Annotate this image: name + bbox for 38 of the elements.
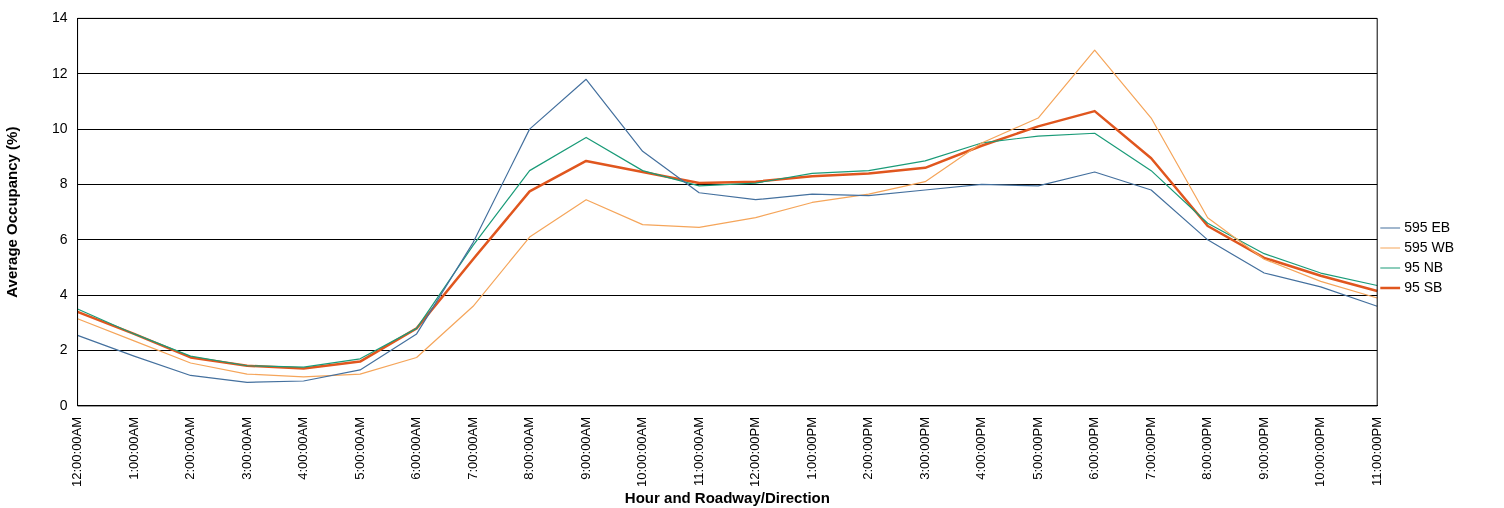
y-tick-label: 4	[59, 286, 68, 303]
legend-label: 595 EB	[1404, 218, 1451, 235]
legend-label: 95 NB	[1404, 258, 1444, 275]
x-tick-label: 8:00:00AM	[521, 416, 537, 480]
x-tick-label: 1:00:00PM	[803, 416, 819, 480]
x-tick-label: 5:00:00PM	[1029, 416, 1045, 480]
y-tick-label: 10	[51, 119, 68, 136]
x-tick-label: 12:00:00AM	[69, 416, 85, 488]
y-tick-label: 2	[59, 341, 68, 358]
x-tick-label: 11:00:00AM	[690, 416, 706, 487]
x-tick-label: 6:00:00PM	[1086, 416, 1102, 480]
x-tick-label: 4:00:00PM	[973, 416, 989, 480]
x-tick-label: 10:00:00PM	[1312, 416, 1328, 488]
x-tick-label: 10:00:00AM	[634, 416, 650, 488]
y-tick-label: 0	[59, 396, 68, 413]
x-tick-label: 9:00:00AM	[577, 416, 593, 480]
legend-label: 595 WB	[1404, 238, 1455, 255]
y-tick-label: 8	[59, 175, 68, 192]
x-tick-label: 8:00:00PM	[1199, 416, 1215, 480]
y-tick-label: 14	[51, 9, 68, 26]
x-tick-label: 11:00:00PM	[1368, 416, 1384, 487]
x-tick-label: 3:00:00PM	[916, 416, 932, 480]
x-tick-label: 5:00:00AM	[351, 416, 367, 480]
x-tick-label: 7:00:00AM	[464, 416, 480, 480]
x-tick-label: 1:00:00AM	[125, 416, 141, 480]
x-tick-label: 9:00:00PM	[1255, 416, 1271, 480]
legend-label: 95 SB	[1404, 278, 1443, 295]
x-tick-label: 4:00:00AM	[295, 416, 311, 480]
y-tick-label: 6	[59, 230, 68, 247]
y-axis-title: Average Occupancy (%)	[3, 126, 21, 298]
x-tick-label: 2:00:00AM	[182, 416, 198, 480]
x-tick-label: 2:00:00PM	[860, 416, 876, 480]
x-tick-label: 3:00:00AM	[238, 416, 254, 480]
x-tick-label: 7:00:00PM	[1142, 416, 1158, 480]
x-tick-label: 6:00:00AM	[408, 416, 424, 480]
y-tick-label: 12	[51, 64, 68, 81]
x-tick-label: 12:00:00PM	[747, 416, 763, 488]
x-axis-title: Hour and Roadway/Direction	[624, 489, 830, 507]
